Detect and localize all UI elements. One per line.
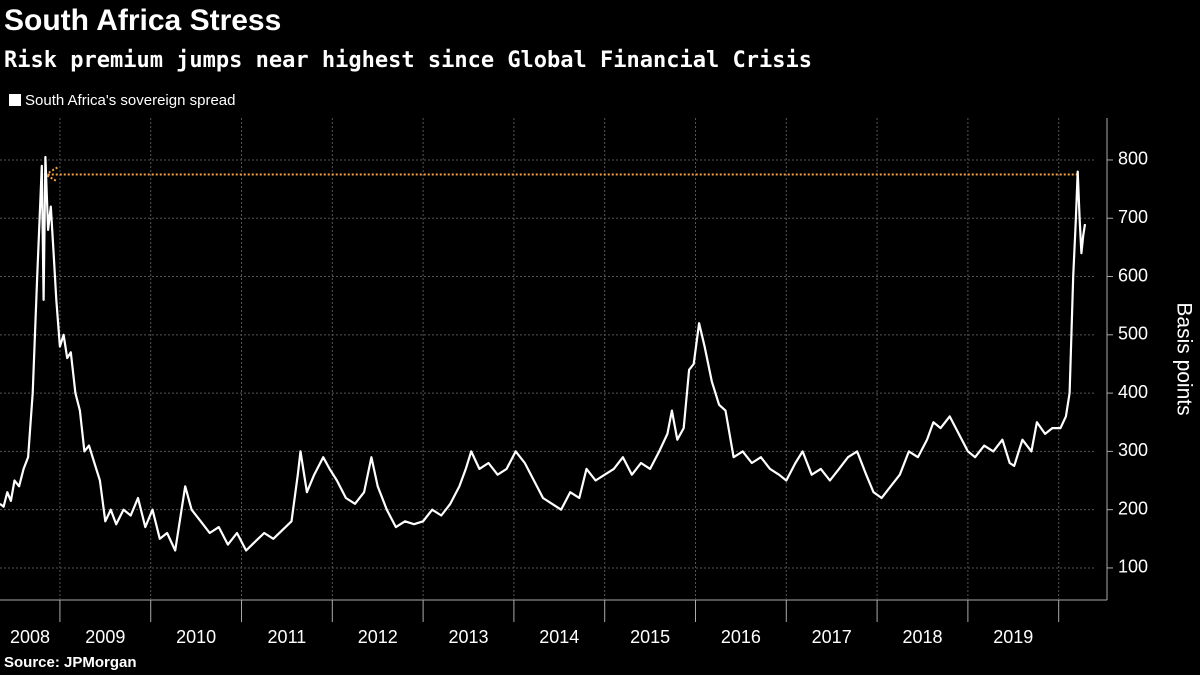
- x-tick-label: 2016: [721, 627, 761, 647]
- y-tick-label: 200: [1118, 498, 1148, 518]
- x-tick-label: 2008: [10, 627, 50, 647]
- y-axis-title: Basis points: [1172, 302, 1195, 415]
- y-tick-label: 500: [1118, 324, 1148, 344]
- y-tick-label: 300: [1118, 440, 1148, 460]
- source-note: Source: JPMorgan: [4, 654, 137, 671]
- legend-swatch: [9, 94, 21, 106]
- x-tick-label: 2019: [993, 627, 1033, 647]
- chart-title: South Africa Stress: [4, 4, 281, 37]
- x-tick-label: 2009: [85, 627, 125, 647]
- x-tick-label: 2018: [902, 627, 942, 647]
- x-tick-label: 2010: [176, 627, 216, 647]
- y-tick-label: 800: [1118, 149, 1148, 169]
- x-tick-label: 2015: [630, 627, 670, 647]
- y-tick-label: 400: [1118, 382, 1148, 402]
- y-tick-label: 700: [1118, 207, 1148, 227]
- x-tick-label: 2017: [812, 627, 852, 647]
- x-tick-label: 2013: [448, 627, 488, 647]
- chart-subtitle: Risk premium jumps near highest since Gl…: [4, 48, 812, 73]
- series-line: [0, 155, 1087, 552]
- legend-label: South Africa's sovereign spread: [25, 92, 235, 109]
- x-tick-label: 2014: [539, 627, 579, 647]
- x-tick-label: 2011: [268, 627, 307, 647]
- x-tick-label: 2012: [358, 627, 398, 647]
- y-tick-label: 100: [1118, 557, 1148, 577]
- y-tick-label: 600: [1118, 265, 1148, 285]
